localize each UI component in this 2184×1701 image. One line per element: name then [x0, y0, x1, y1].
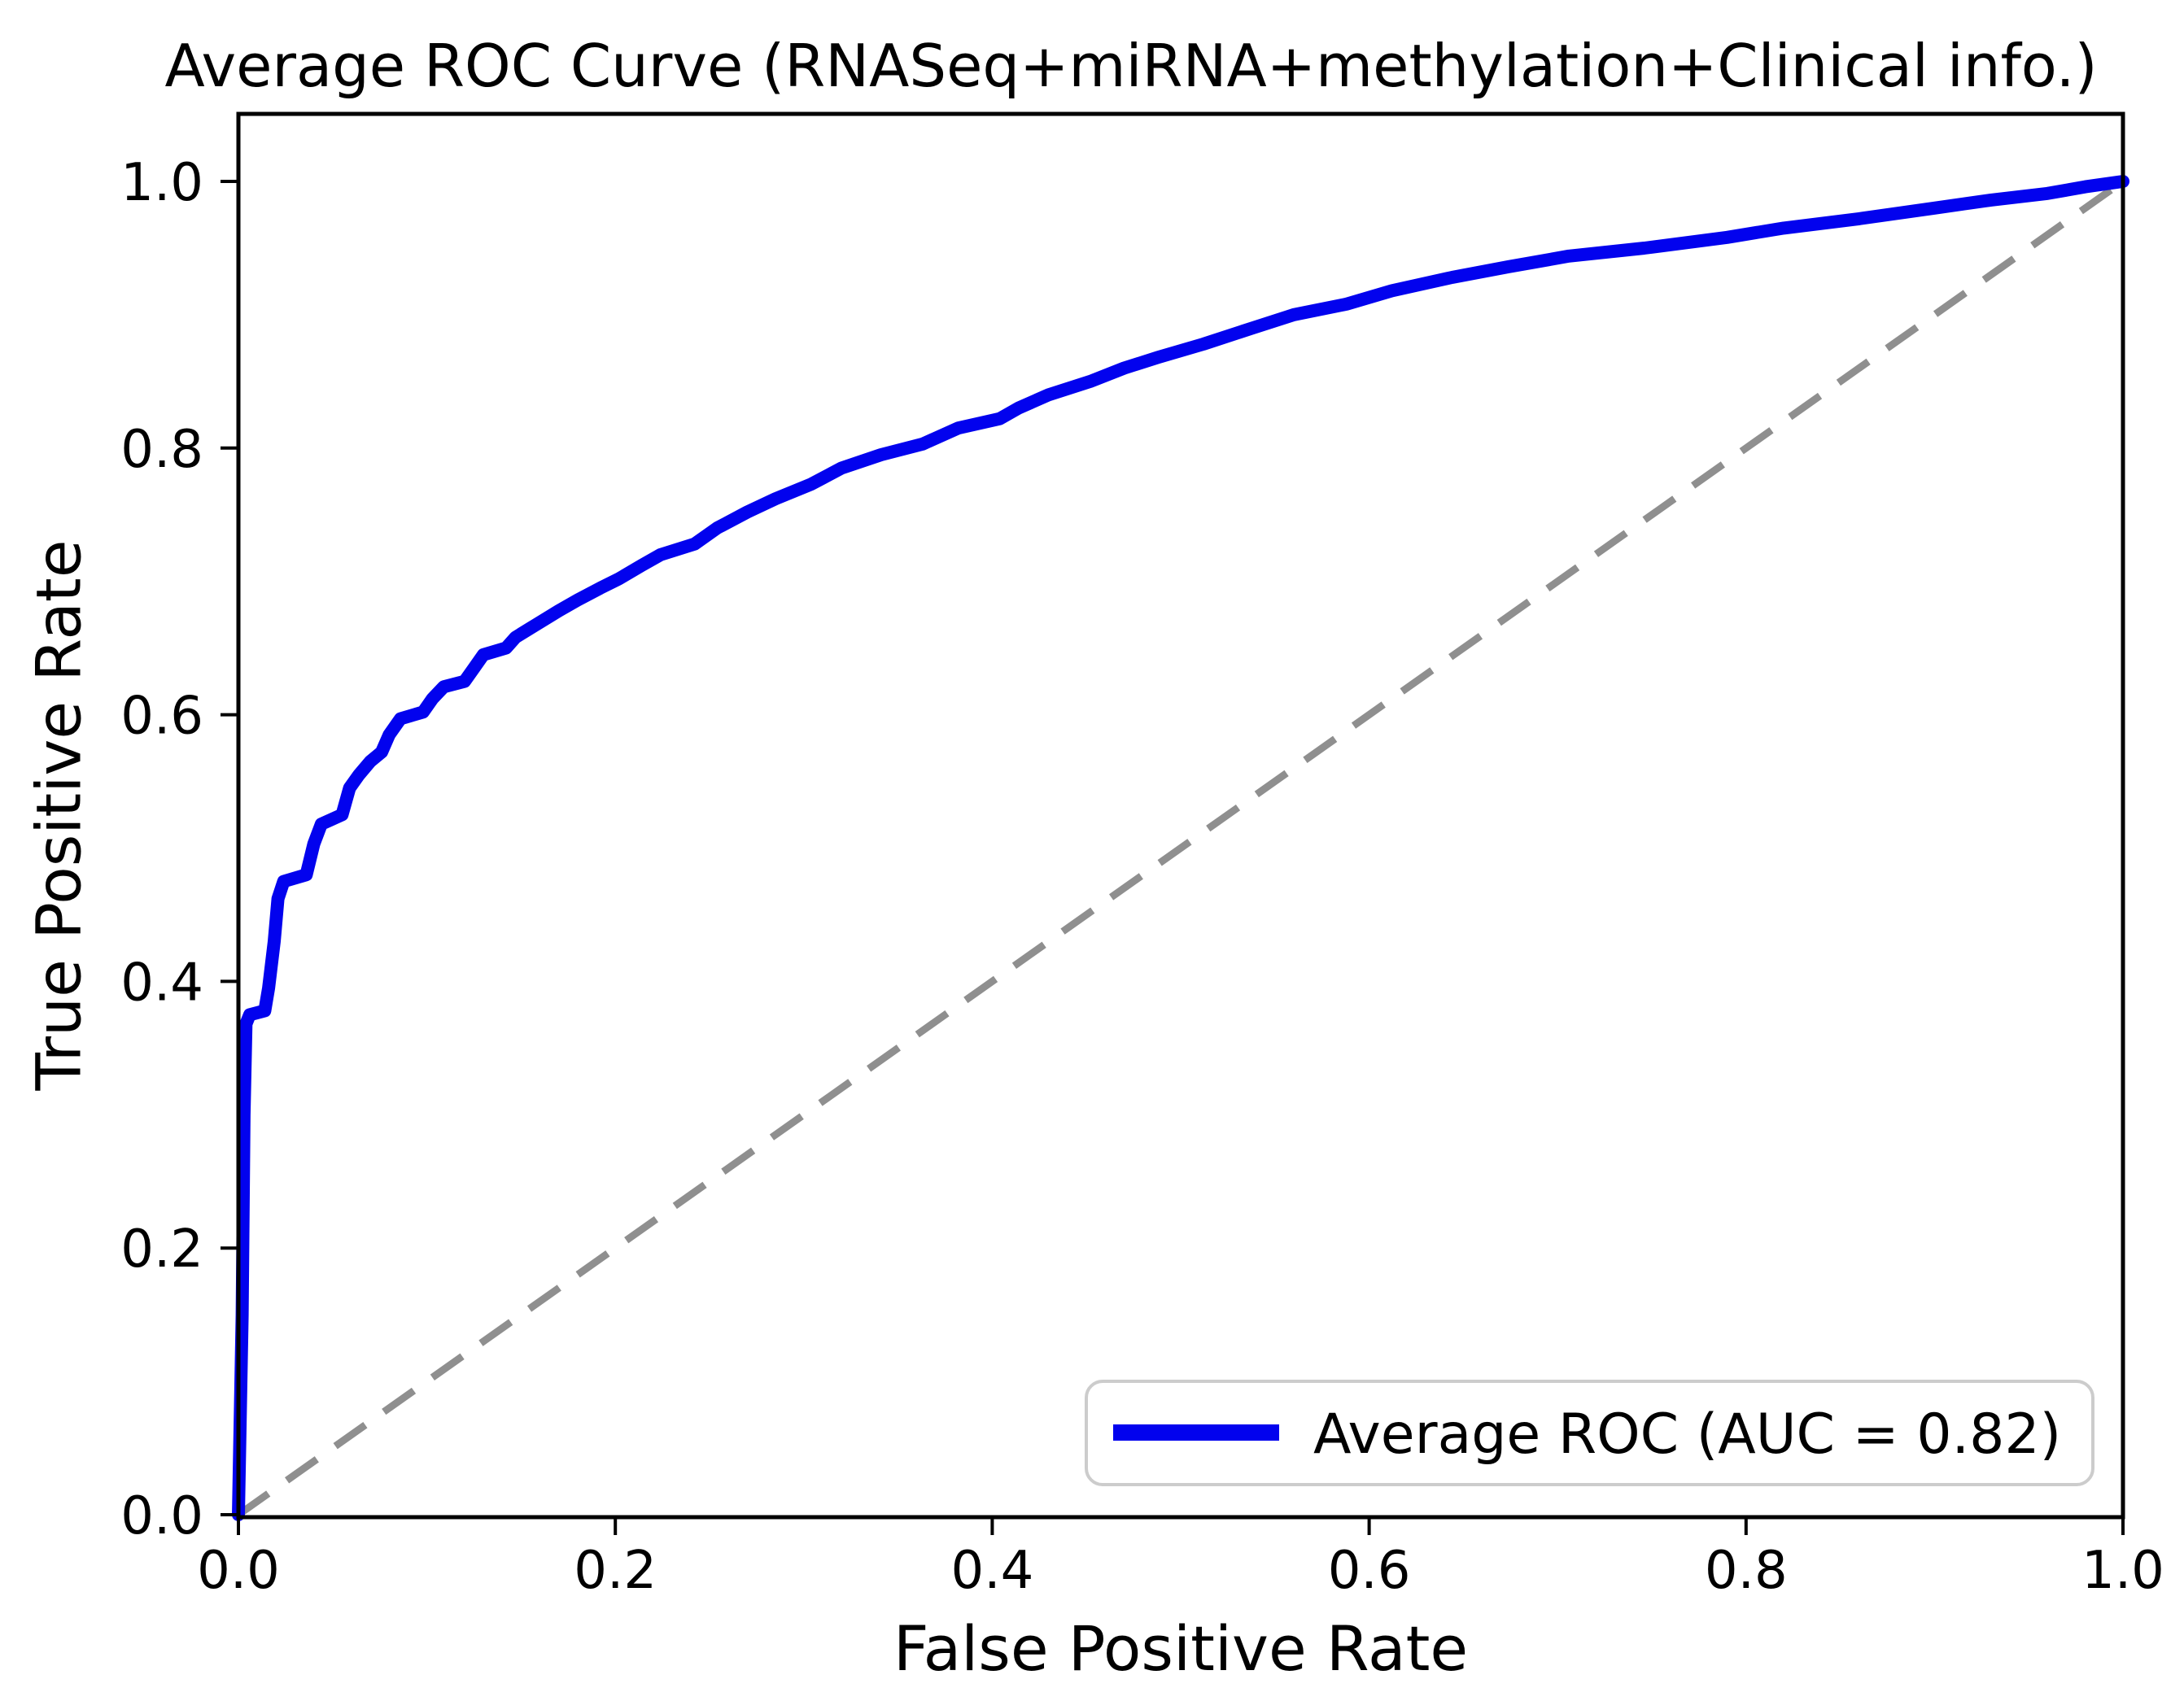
plot-frame [236, 111, 2125, 1520]
chance-diagonal-line [236, 178, 2125, 1518]
x-tick-label: 0.8 [1705, 1541, 1788, 1601]
x-tick-label: 0.6 [1328, 1541, 1411, 1601]
y-tick-label: 0.0 [120, 1486, 203, 1546]
x-ticks-group: 0.0 0.2 0.4 0.6 0.8 1.0 [197, 1517, 2164, 1601]
y-tick-label: 0.6 [120, 687, 203, 747]
y-tick-label: 1.0 [120, 153, 203, 213]
x-axis-label: False Positive Rate [893, 1612, 1469, 1685]
legend-label: Average ROC (AUC = 0.82) [1313, 1402, 2061, 1467]
x-tick-label: 0.4 [951, 1541, 1034, 1601]
legend-box [1085, 1380, 2094, 1486]
y-ticks-group: 0.0 0.2 0.4 0.6 0.8 1.0 [120, 153, 238, 1546]
y-axis-label-text: True Positive Rate [22, 539, 95, 1091]
x-tick-label: 0.2 [574, 1541, 657, 1601]
y-tick-label: 0.2 [120, 1219, 203, 1280]
y-tick-label: 0.4 [120, 953, 203, 1013]
y-tick-label: 0.8 [120, 420, 203, 480]
x-tick-label: 0.0 [197, 1541, 280, 1601]
legend: Average ROC (AUC = 0.82) [1085, 1380, 2094, 1486]
roc-curve-line [232, 175, 2129, 1521]
chart-title: Average ROC Curve (RNASeq+miRNA+methylat… [164, 32, 2098, 100]
x-tick-label: 1.0 [2081, 1541, 2164, 1601]
